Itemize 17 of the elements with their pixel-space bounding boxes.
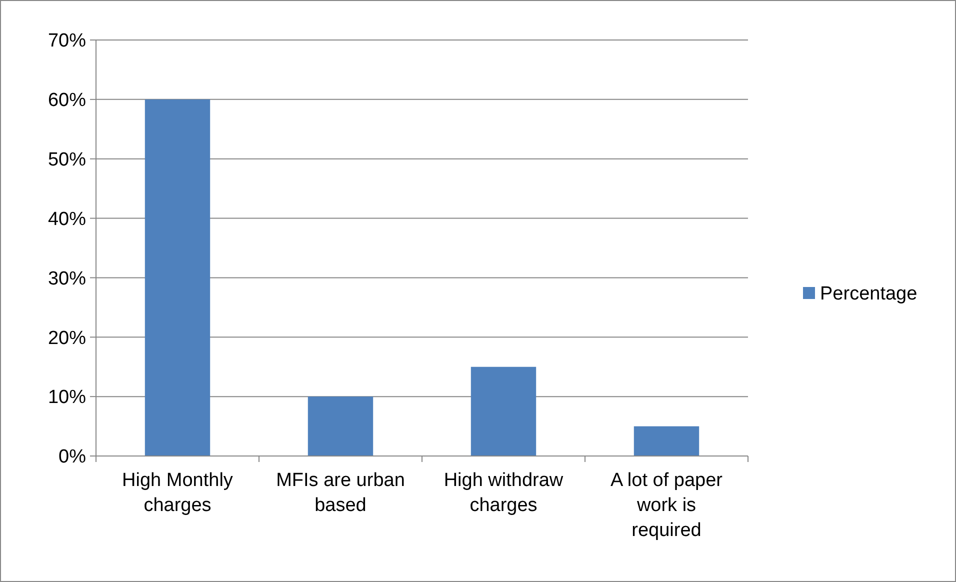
y-tick-label: 60%	[48, 90, 86, 112]
y-tick-label: 50%	[48, 150, 86, 171]
y-tick-label: 0%	[58, 446, 86, 468]
x-tick-label: A lot of paper work is required	[610, 470, 724, 541]
bar	[634, 426, 700, 456]
y-tick-label: 10%	[48, 387, 86, 408]
bar	[144, 99, 210, 456]
bar	[470, 366, 536, 456]
bar	[308, 396, 374, 456]
y-tick-label: 30%	[48, 268, 86, 290]
legend-label: Percentage	[820, 284, 918, 305]
x-tick-label: High Monthly charges	[122, 470, 234, 516]
y-tick-label: 20%	[48, 328, 86, 349]
x-tick-label: High withdraw charges	[444, 470, 564, 516]
y-tick-label: 40%	[48, 208, 86, 230]
y-tick-label: 70%	[48, 30, 86, 52]
x-tick-label: MFIs are urban based	[276, 470, 405, 516]
